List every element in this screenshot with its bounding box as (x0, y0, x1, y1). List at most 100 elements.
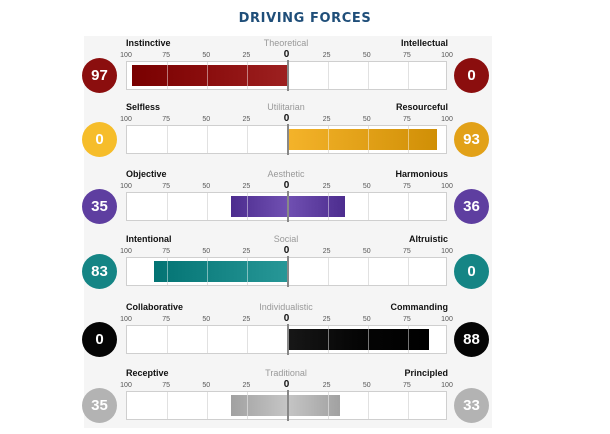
grid-line (207, 392, 209, 419)
force-row: Collaborative Individualistic Commanding 10… (0, 302, 610, 368)
left-bar (154, 261, 288, 282)
tick-label: 50 (362, 52, 371, 59)
tick-label: 25 (242, 183, 251, 190)
grid-line (407, 62, 409, 89)
tick-label: 25 (322, 52, 331, 59)
zero-line (286, 390, 289, 421)
tick-label: 25 (322, 248, 331, 255)
zero-line (286, 191, 289, 222)
bar-gridline (407, 329, 409, 350)
tick-label: 100 (441, 116, 453, 123)
tick-label: 75 (162, 183, 171, 190)
scale-track (126, 390, 447, 421)
scale-track (126, 191, 447, 222)
tick-label: 75 (402, 382, 411, 389)
grid-line (367, 392, 369, 419)
tick-label: 100 (120, 316, 132, 323)
tick-label: 50 (362, 116, 371, 123)
tick-label: 50 (362, 382, 371, 389)
right-bar (287, 395, 341, 416)
grid-line (367, 258, 369, 285)
bar-gridline (207, 65, 209, 86)
bar-gridline (207, 261, 209, 282)
left-pole-label: Instinctive (126, 38, 171, 48)
bar-gridline (327, 395, 329, 416)
bar-gridline (247, 395, 249, 416)
right-score-badge: 93 (454, 122, 489, 157)
left-score-badge: 83 (82, 254, 117, 289)
tick-label: 75 (402, 52, 411, 59)
left-pole-label: Objective (126, 169, 167, 179)
tick-label: 50 (362, 183, 371, 190)
tick-label: 25 (322, 316, 331, 323)
tick-label: 100 (441, 382, 453, 389)
bar-gridline (167, 65, 169, 86)
tick-label: 100 (120, 382, 132, 389)
dimension-label: Social (273, 234, 299, 244)
left-score-badge: 97 (82, 58, 117, 93)
right-pole-label: Altruistic (408, 234, 448, 244)
grid-line (327, 258, 329, 285)
scale-track (126, 324, 447, 355)
force-row: Instinctive Theoretical Intellectual 100 75 5… (0, 38, 610, 104)
bar-gridline (367, 329, 369, 350)
bar-gridline (167, 261, 169, 282)
right-score-badge: 0 (454, 254, 489, 289)
grid-line (167, 126, 169, 153)
left-score-badge: 35 (82, 189, 117, 224)
scale-track (126, 256, 447, 287)
zero-line (286, 324, 289, 355)
tick-label: 75 (162, 116, 171, 123)
zero-line (286, 256, 289, 287)
grid-line (367, 193, 369, 220)
tick-label: 100 (120, 183, 132, 190)
right-pole-label: Intellectual (400, 38, 448, 48)
grid-line (247, 326, 249, 353)
grid-line (407, 193, 409, 220)
dimension-label: Theoretical (263, 38, 309, 48)
grid-line (167, 392, 169, 419)
tick-label: 75 (162, 382, 171, 389)
left-bar (131, 65, 288, 86)
tick-label: 0 (283, 180, 290, 191)
tick-label: 100 (441, 248, 453, 255)
grid-line (367, 62, 369, 89)
tick-label: 50 (202, 116, 211, 123)
left-pole-label: Intentional (126, 234, 172, 244)
left-bar (231, 395, 288, 416)
force-row: Intentional Social Altruistic 100 75 50 25 0 25 5… (0, 234, 610, 300)
bar-gridline (327, 129, 329, 150)
tick-label: 25 (242, 316, 251, 323)
bar-gridline (327, 329, 329, 350)
grid-line (207, 126, 209, 153)
tick-label: 25 (322, 116, 331, 123)
tick-label: 50 (362, 316, 371, 323)
grid-line (167, 326, 169, 353)
left-pole-label: Selfless (126, 102, 161, 112)
zero-line (286, 124, 289, 155)
tick-label: 50 (202, 248, 211, 255)
grid-line (207, 193, 209, 220)
zero-line (286, 60, 289, 91)
grid-line (207, 326, 209, 353)
left-pole-label: Collaborative (126, 302, 184, 312)
tick-label: 50 (202, 316, 211, 323)
left-score-badge: 0 (82, 122, 117, 157)
dimension-label: Individualistic (259, 302, 313, 312)
tick-label: 25 (242, 382, 251, 389)
tick-label: 50 (362, 248, 371, 255)
grid-line (407, 258, 409, 285)
tick-label: 50 (202, 382, 211, 389)
bar-gridline (367, 129, 369, 150)
left-pole-label: Receptive (126, 368, 169, 378)
tick-label: 0 (283, 113, 290, 124)
tick-label: 50 (202, 52, 211, 59)
bar-gridline (247, 196, 249, 217)
tick-label: 100 (120, 248, 132, 255)
bar-gridline (407, 129, 409, 150)
tick-label: 75 (162, 248, 171, 255)
right-score-badge: 36 (454, 189, 489, 224)
bar-gridline (327, 196, 329, 217)
left-score-badge: 35 (82, 388, 117, 423)
bar-gridline (247, 261, 249, 282)
